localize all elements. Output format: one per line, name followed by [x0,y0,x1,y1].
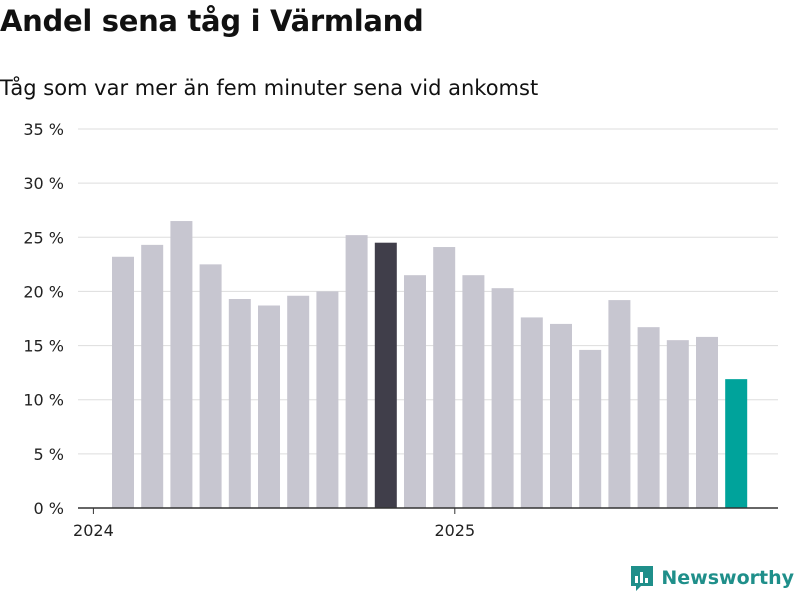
bar: 2024-02: 24.3 [141,244,164,508]
bar: 2025-08: 15.5 [666,340,689,508]
x-tick-label: 2024 [73,521,114,540]
bar: 2024-11: 21.5 [404,275,426,508]
y-tick-label: 35 % [23,120,64,139]
bar: 2025-07: 16.7 [637,327,660,508]
y-tick-label: 20 % [23,282,64,301]
bar: 2024-07: 19.6 [287,295,310,508]
bar: 2025-03: 17.6 [520,317,543,508]
bar: 2024-06: 18.7 [258,305,280,508]
axis-layer: 0 % 5 % 10 % 15 % 20 % 25 % 30 % 35 % 2024 2025 [23,120,778,540]
y-tick-label: 0 % [34,499,64,518]
bar-layer: 2024-01: 23.2 2024-02: 24.3 2024-03: 26.5 2… [112,221,748,509]
y-tick-label: 10 % [23,391,64,410]
brand-logo: Newsworthy [629,564,794,592]
bar: 2025-01: 21.5 [462,275,485,508]
bar: 2024-04: 22.5 [199,264,222,508]
bar: 2025-04: 17 [550,323,572,508]
newsworthy-logo-icon [631,566,654,591]
bar: 2024-12: 24.1 [433,247,456,508]
x-tick-label: 2025 [434,521,475,540]
bar: 2024-03: 26.5 [170,221,193,509]
bar: 2025-02: 20.3 [491,288,514,508]
bar: 2024-09: 25.2 [345,235,368,508]
bar: 2024-08: 20 [316,291,339,508]
grid-layer [78,128,778,455]
bar: 2024-10: 24.5 [374,242,397,508]
chart-title: Andel sena tåg i Värmland [0,4,424,38]
y-tick-label: 15 % [23,337,64,356]
bar: 2025-06: 19.2 [608,300,631,508]
bar: 2024-05: 19.3 [228,299,251,508]
y-tick-label: 25 % [23,228,64,247]
bar: 2025-09: 15.8 [696,336,718,508]
bar: 2024-01: 23.2 [112,256,134,508]
chart-subtitle: Tåg som var mer än fem minuter sena vid … [0,76,539,100]
bar: 2025-10: 11.9 [725,379,748,508]
y-tick-label: 30 % [23,174,64,193]
bar: 2025-05: 14.6 [579,349,602,508]
y-tick-label: 5 % [34,445,64,464]
brand-name: Newsworthy [661,567,794,589]
